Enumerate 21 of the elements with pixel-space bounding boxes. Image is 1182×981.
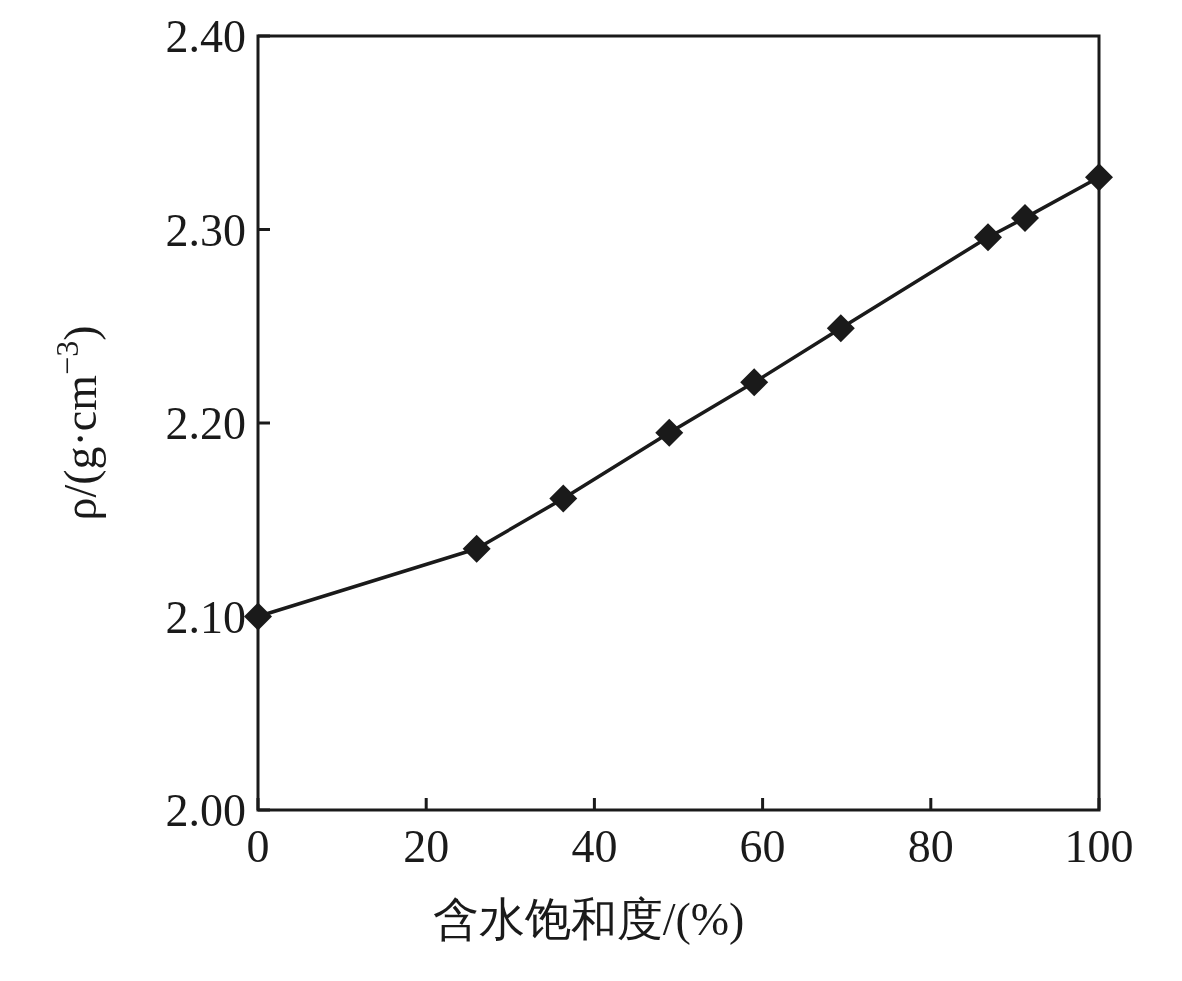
point	[1010, 203, 1039, 232]
point	[655, 418, 684, 447]
point	[244, 602, 272, 631]
point	[462, 534, 491, 563]
point	[549, 484, 578, 513]
y-tick-label: 2.30	[165, 204, 246, 256]
point	[973, 223, 1002, 252]
x-tick-label: 20	[403, 821, 450, 872]
y-tick-label: 2.10	[165, 591, 246, 643]
y-tick-label: 2.20	[165, 398, 246, 449]
y-tick-label: 2.00	[165, 785, 246, 836]
x-axis-title: 含水饱和度/(%)	[432, 894, 745, 945]
x-tick-label: 40	[571, 821, 618, 872]
y-tick-label: 2.40	[165, 11, 246, 62]
point	[1085, 163, 1113, 192]
x-tick-label: 60	[739, 821, 786, 872]
x-tick-label: 80	[907, 821, 954, 872]
point	[826, 314, 855, 343]
x-tick-label: 0	[246, 821, 270, 872]
x-tick-label: 100	[1064, 821, 1134, 872]
point	[740, 368, 769, 397]
